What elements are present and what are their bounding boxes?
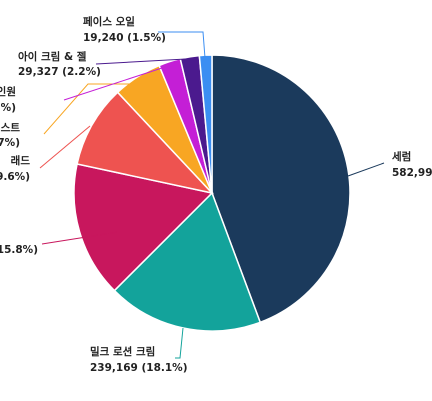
pie-slice [113,191,262,332]
pie-slice [73,163,214,292]
slice-value-label: ,745 (2.5%) [0,102,16,114]
leader-line [63,66,166,101]
pie-slice [198,54,213,194]
leader-line [347,162,385,177]
slice-value-label: 29,327 (2.2%) [18,66,101,78]
leader-line [39,125,91,169]
leader-line [43,83,134,135]
leader-line [158,31,206,59]
slice-label: 세럼 [392,150,411,163]
slice-value-label: 4 (5.7%) [0,137,20,149]
slice-label: 페이스 오일 [83,15,135,28]
leader-line [41,231,119,245]
slice-value-label: 19,240 (1.5%) [83,32,166,44]
slice-value-label: 582,993 [392,167,432,179]
leader-line [95,58,187,65]
slice-label: 스트 [1,122,21,134]
slice-label: 밀크 로션 크림 [90,345,155,358]
leader-line [175,327,184,359]
slice-label: 아이 크림 & 젤 [18,50,87,63]
slice-label: 인원 [0,85,16,98]
slice-label: 래드 [11,154,31,167]
pie-slice [211,54,351,324]
slice-value-label: (9.6%) [0,171,30,183]
slice-value-label: (15.8%) [0,244,38,256]
slice-value-label: 239,169 (18.1%) [90,362,188,374]
pie-slice [76,91,215,195]
